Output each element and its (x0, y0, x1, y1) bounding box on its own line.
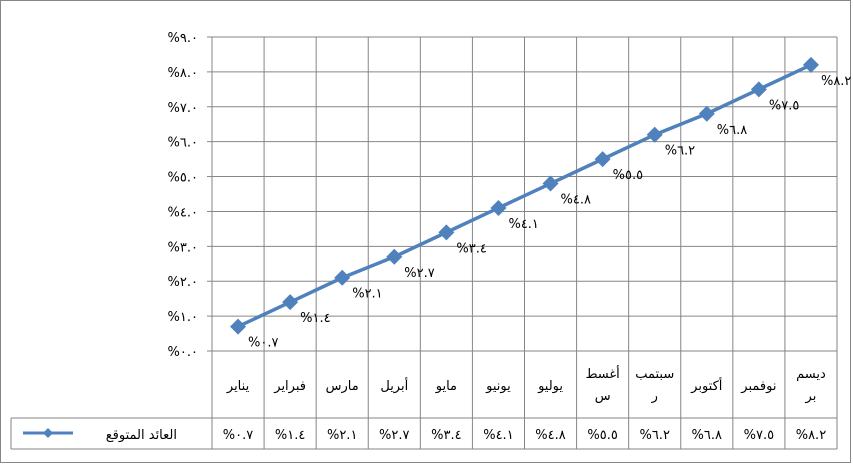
data-point-marker (594, 151, 611, 168)
y-axis-ticks: %٠.٠ %١.٠ %٢.٠ %٣.٠ %٤.٠ %٥.٠ %٦.٠ %٧.٠ %٨.٠ %٩.٠ (168, 31, 198, 360)
y-tick-label: %٦.٠ (168, 136, 198, 151)
data-label: %٧.٥ (769, 98, 799, 113)
x-tick-label: فبراير (273, 379, 306, 394)
y-tick-label: %٠.٠ (168, 345, 198, 360)
y-tick-label: %٩.٠ (168, 31, 198, 46)
y-tick-label: %١.٠ (168, 310, 198, 325)
table-value: %٨.٢ (796, 428, 826, 443)
y-tick-label: %٣.٠ (168, 240, 198, 255)
series-line (237, 63, 812, 329)
x-tick-label: أبريل (380, 377, 408, 394)
data-point-marker (802, 56, 819, 73)
table-value: %٠.٧ (223, 428, 253, 443)
data-point-marker (646, 126, 663, 143)
data-label: %٦.٨ (717, 123, 747, 138)
x-tick-label: مارس (326, 379, 359, 394)
data-label: %١.٤ (300, 311, 330, 326)
data-labels: %٠.٧ %١.٤ %٢.١ %٢.٧ %٣.٤ %٤.١ %٤.٨ %٥.٥ %٦.٢ %٦.٨… (248, 74, 851, 351)
table-value: %٢.٧ (379, 428, 409, 443)
table-value: %٤.١ (483, 428, 513, 443)
x-tick-label: أكتوبر (690, 377, 722, 394)
table-value: %٢.١ (327, 428, 357, 443)
data-label: %٤.١ (508, 217, 538, 232)
table-value: %٥.٥ (587, 428, 617, 443)
data-point-marker (490, 199, 507, 216)
x-tick-label: بر (805, 389, 817, 404)
y-tick-label: %٢.٠ (168, 275, 198, 290)
data-point-marker (750, 81, 767, 98)
data-point-marker (334, 269, 351, 286)
data-label: %٨.٢ (821, 74, 851, 89)
data-point-marker (282, 294, 299, 311)
data-label: %٤.٨ (561, 193, 591, 208)
x-tick-label: سبتمب (635, 367, 674, 382)
legend-marker (43, 428, 53, 438)
data-table: يناير فبراير مارس أبريل مايو يونيو يوليو أغسط س س… (10, 365, 837, 450)
data-label: %٢.١ (352, 287, 382, 302)
data-label: %٢.٧ (404, 266, 434, 281)
x-tick-label: يونيو (485, 379, 511, 394)
x-tick-label: نوفمبر (740, 379, 776, 394)
table-value: %٣.٤ (431, 428, 461, 443)
x-tick-label: ديسم (796, 367, 826, 382)
y-tick-label: %٥.٠ (168, 171, 198, 186)
data-label: %٥.٥ (613, 168, 643, 183)
data-label: %٣.٤ (456, 241, 486, 256)
y-tick-label: %٧.٠ (168, 101, 198, 116)
legend-label: العائد المتوقع (106, 428, 177, 443)
data-point-marker (698, 105, 715, 122)
data-point-marker (386, 248, 403, 265)
x-tick-label: يوليو (537, 379, 563, 394)
data-point-marker (542, 175, 559, 192)
x-tick-label: يناير (226, 379, 250, 394)
data-label: %٠.٧ (248, 336, 278, 351)
x-tick-label: ر (651, 389, 658, 404)
table-value: %٧.٥ (744, 428, 774, 443)
table-value: %٦.٢ (639, 428, 669, 443)
series-layer (230, 56, 819, 335)
data-point-marker (438, 224, 455, 241)
x-tick-label: مايو (435, 379, 457, 394)
data-label: %٦.٢ (665, 144, 695, 159)
y-tick-label: %٤.٠ (168, 205, 198, 220)
table-value: %٦.٨ (692, 428, 722, 443)
data-point-marker (230, 318, 247, 335)
table-value: %١.٤ (275, 428, 305, 443)
x-tick-label: أغسط (585, 365, 619, 382)
y-tick-label: %٨.٠ (168, 66, 198, 81)
x-tick-label: س (595, 389, 611, 404)
table-value: %٤.٨ (535, 428, 565, 443)
